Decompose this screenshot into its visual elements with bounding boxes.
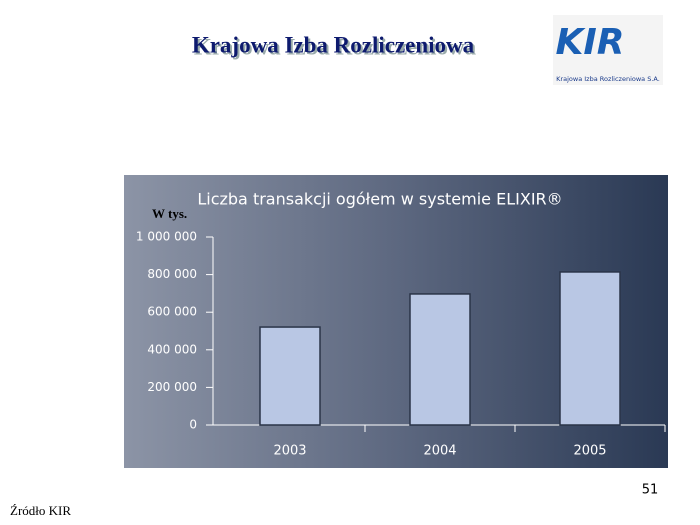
bar — [259, 326, 321, 426]
y-tick-label: 400 000 — [147, 342, 197, 356]
y-tick-label: 800 000 — [147, 267, 197, 281]
bar — [559, 271, 621, 426]
bar — [409, 293, 471, 426]
logo-background — [553, 15, 663, 85]
slide-title: Krajowa Izba Rozliczeniowa — [192, 32, 475, 57]
x-tick-label: 2003 — [273, 444, 306, 459]
logo-mark: KIR — [555, 22, 624, 63]
y-tick-label: 200 000 — [147, 380, 197, 394]
logo: KIR Krajowa Izba Rozliczeniowa S.A. — [553, 15, 663, 85]
logo-caption: Krajowa Izba Rozliczeniowa S.A. — [556, 75, 660, 83]
y-axis-label: W tys. — [152, 206, 187, 221]
x-tick-label: 2005 — [573, 444, 606, 459]
title-shadow: Krajowa Izba Rozliczeniowa — [194, 34, 477, 59]
x-tick-label: 2004 — [423, 444, 456, 459]
y-tick-label: 1 000 000 — [136, 230, 197, 244]
page-number: 51 — [642, 483, 659, 498]
y-tick-label: 600 000 — [147, 305, 197, 319]
chart-title: Liczba transakcji ogółem w systemie ELIX… — [197, 190, 562, 209]
source-note: Źródło KIR — [10, 503, 71, 518]
y-tick-label: 0 — [189, 418, 197, 432]
